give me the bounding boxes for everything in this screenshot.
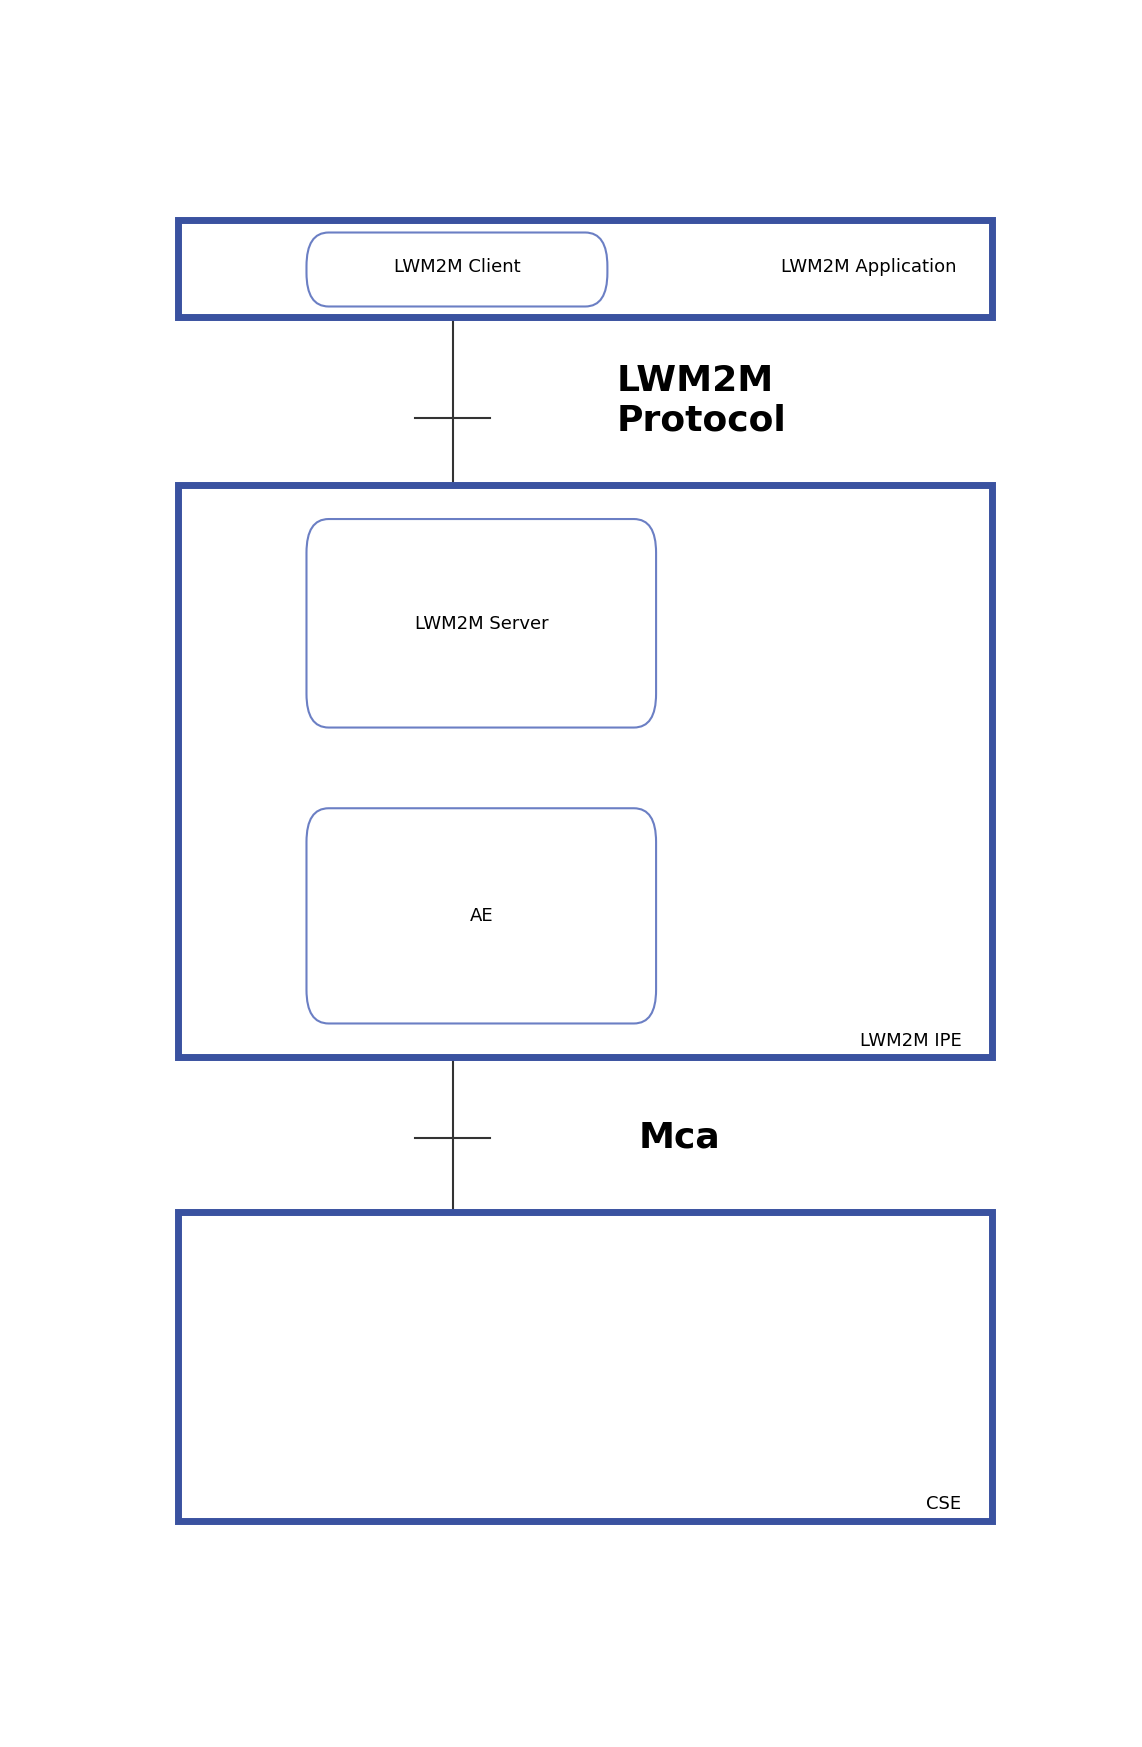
Text: LWM2M Server: LWM2M Server	[415, 615, 548, 632]
Text: LWM2M Client: LWM2M Client	[394, 259, 521, 276]
Bar	[178, 220, 992, 318]
Text: AE: AE	[469, 907, 493, 924]
Text: LWM2M IPE: LWM2M IPE	[860, 1032, 962, 1050]
FancyBboxPatch shape	[306, 809, 656, 1024]
Text: LWM2M
Protocol: LWM2M Protocol	[617, 363, 786, 437]
FancyBboxPatch shape	[306, 232, 608, 306]
Text: LWM2M Application: LWM2M Application	[781, 259, 956, 276]
Bar	[178, 1212, 992, 1522]
Text: Mca: Mca	[638, 1122, 721, 1155]
FancyBboxPatch shape	[306, 519, 656, 727]
Bar	[178, 486, 992, 1057]
Text: CSE: CSE	[926, 1495, 962, 1513]
